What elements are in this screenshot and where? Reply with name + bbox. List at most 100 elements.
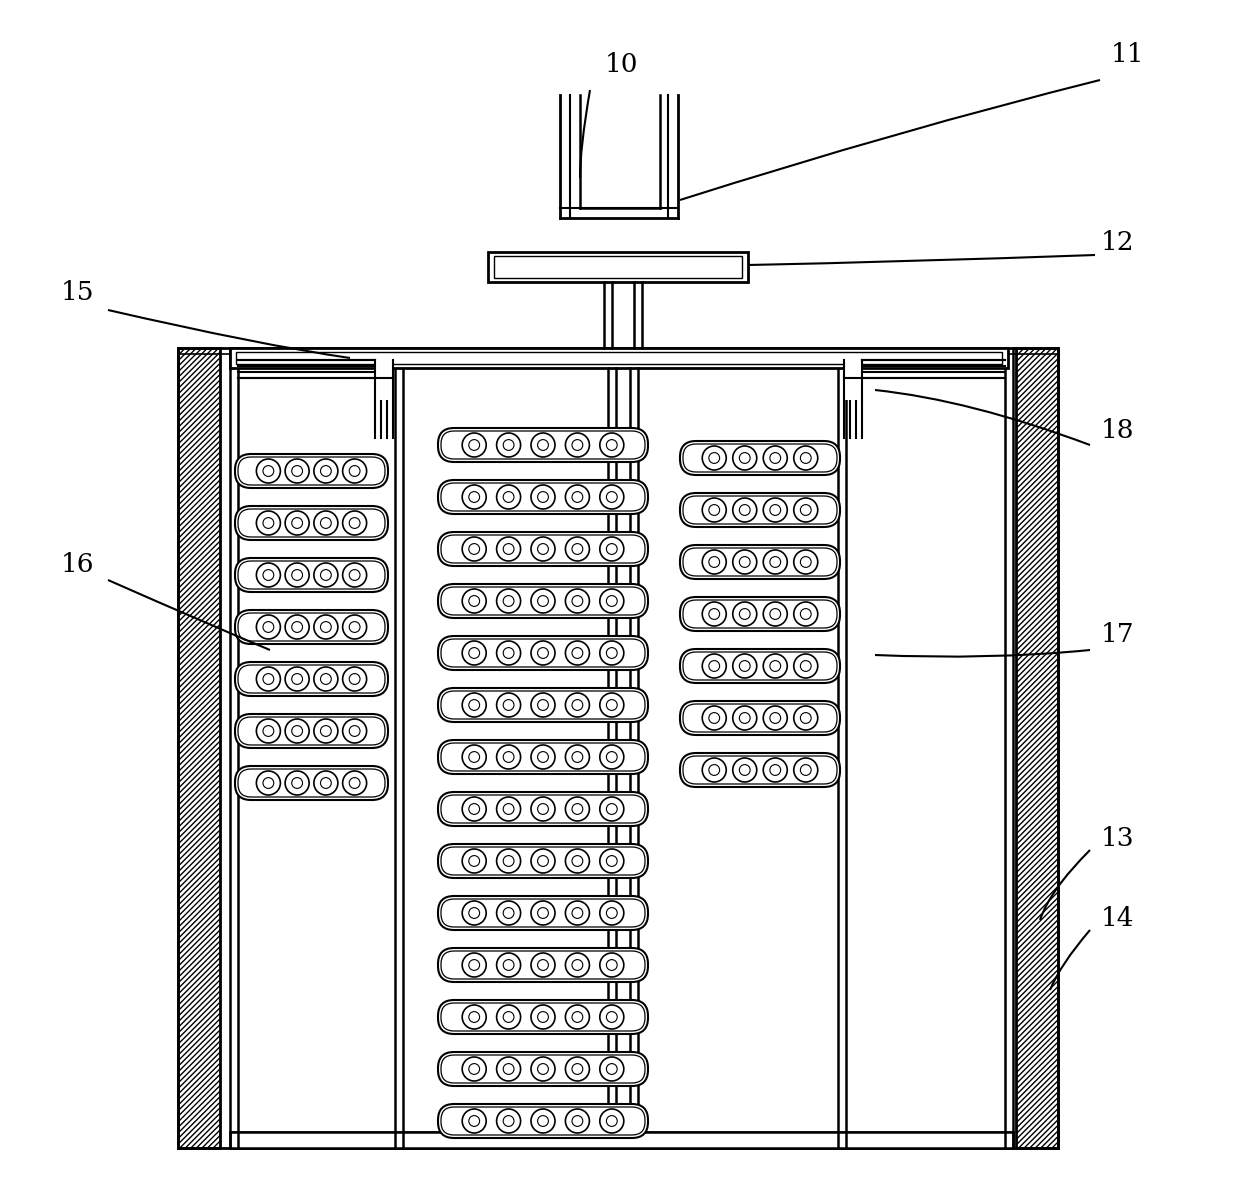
Text: 10: 10 xyxy=(605,53,639,78)
Circle shape xyxy=(496,433,521,457)
Circle shape xyxy=(496,745,521,769)
Circle shape xyxy=(770,452,781,463)
Circle shape xyxy=(531,433,556,457)
Circle shape xyxy=(320,569,331,580)
Circle shape xyxy=(606,804,618,814)
Circle shape xyxy=(538,596,548,606)
Circle shape xyxy=(572,492,583,502)
Circle shape xyxy=(469,751,480,762)
Circle shape xyxy=(572,700,583,710)
Circle shape xyxy=(709,609,719,620)
Circle shape xyxy=(503,700,515,710)
Circle shape xyxy=(800,452,811,463)
Text: 16: 16 xyxy=(61,553,94,578)
Circle shape xyxy=(600,849,624,873)
FancyBboxPatch shape xyxy=(441,483,645,511)
Circle shape xyxy=(606,1012,618,1023)
Circle shape xyxy=(496,692,521,716)
Circle shape xyxy=(572,440,583,451)
Circle shape xyxy=(565,849,589,873)
Circle shape xyxy=(702,758,727,782)
Circle shape xyxy=(764,446,787,470)
Circle shape xyxy=(463,588,486,614)
Circle shape xyxy=(600,1109,624,1133)
Circle shape xyxy=(285,563,309,587)
Circle shape xyxy=(565,745,589,769)
Circle shape xyxy=(702,654,727,678)
FancyBboxPatch shape xyxy=(438,532,649,566)
Circle shape xyxy=(770,505,781,515)
Circle shape xyxy=(342,511,367,535)
Circle shape xyxy=(600,953,624,977)
Circle shape xyxy=(709,452,719,463)
FancyBboxPatch shape xyxy=(680,649,839,683)
Circle shape xyxy=(538,1116,548,1127)
FancyBboxPatch shape xyxy=(438,844,649,878)
Circle shape xyxy=(565,797,589,820)
Circle shape xyxy=(800,556,811,567)
Circle shape xyxy=(764,706,787,730)
Circle shape xyxy=(794,498,817,521)
Text: 14: 14 xyxy=(1101,905,1135,930)
Circle shape xyxy=(709,505,719,515)
Circle shape xyxy=(538,1063,548,1074)
Circle shape xyxy=(463,692,486,716)
Circle shape xyxy=(606,959,618,970)
Circle shape xyxy=(463,641,486,665)
Bar xyxy=(1016,348,1058,1148)
Circle shape xyxy=(606,855,618,866)
Circle shape xyxy=(463,849,486,873)
Circle shape xyxy=(702,602,727,626)
Bar xyxy=(179,348,219,1148)
FancyBboxPatch shape xyxy=(438,428,649,462)
Circle shape xyxy=(503,855,515,866)
Bar xyxy=(229,1131,1013,1148)
Circle shape xyxy=(291,569,303,580)
Circle shape xyxy=(531,745,556,769)
Circle shape xyxy=(342,667,367,691)
FancyBboxPatch shape xyxy=(238,509,384,537)
Circle shape xyxy=(469,440,480,451)
Circle shape xyxy=(463,745,486,769)
Circle shape xyxy=(739,713,750,724)
Circle shape xyxy=(314,459,337,483)
Circle shape xyxy=(320,777,331,788)
Circle shape xyxy=(350,726,360,737)
Circle shape xyxy=(285,459,309,483)
Circle shape xyxy=(565,1109,589,1133)
FancyBboxPatch shape xyxy=(438,636,649,670)
Circle shape xyxy=(263,622,274,633)
Circle shape xyxy=(257,511,280,535)
Circle shape xyxy=(503,1116,515,1127)
Circle shape xyxy=(469,908,480,919)
FancyBboxPatch shape xyxy=(441,691,645,719)
FancyBboxPatch shape xyxy=(236,714,388,748)
Circle shape xyxy=(702,498,727,521)
Circle shape xyxy=(733,706,756,730)
Circle shape xyxy=(350,518,360,529)
Bar xyxy=(844,360,862,399)
Circle shape xyxy=(285,719,309,743)
Text: 12: 12 xyxy=(1101,230,1135,255)
Circle shape xyxy=(314,511,337,535)
Circle shape xyxy=(263,518,274,529)
Circle shape xyxy=(739,505,750,515)
Circle shape xyxy=(503,492,515,502)
FancyBboxPatch shape xyxy=(236,506,388,541)
Circle shape xyxy=(770,713,781,724)
Circle shape xyxy=(496,849,521,873)
Circle shape xyxy=(285,771,309,795)
Circle shape xyxy=(709,660,719,671)
Text: 13: 13 xyxy=(1101,825,1135,850)
Circle shape xyxy=(538,700,548,710)
FancyBboxPatch shape xyxy=(683,652,837,681)
Circle shape xyxy=(600,486,624,509)
FancyBboxPatch shape xyxy=(238,665,384,692)
FancyBboxPatch shape xyxy=(683,548,837,576)
Circle shape xyxy=(496,1057,521,1081)
Circle shape xyxy=(733,654,756,678)
Circle shape xyxy=(600,433,624,457)
FancyBboxPatch shape xyxy=(683,704,837,732)
Circle shape xyxy=(503,647,515,659)
Circle shape xyxy=(469,647,480,659)
